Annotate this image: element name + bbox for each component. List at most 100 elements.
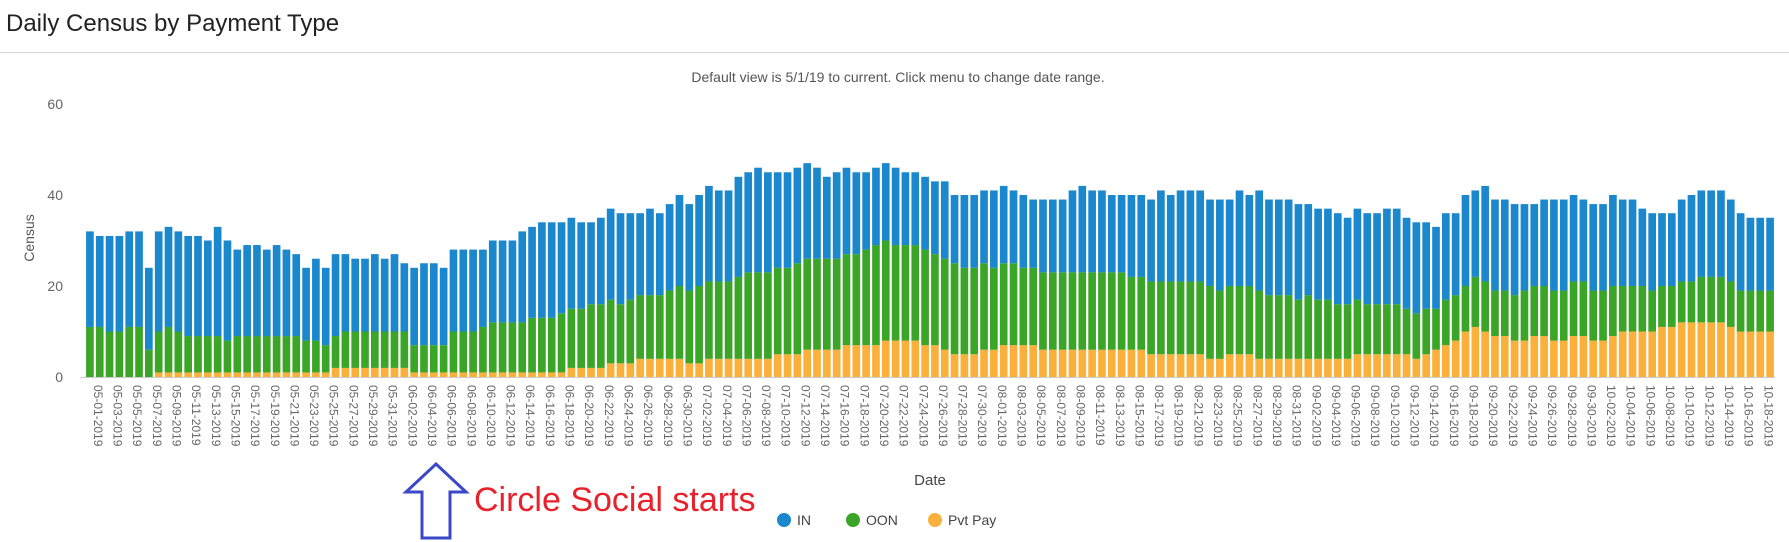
bar-segment-oon[interactable] bbox=[960, 267, 969, 355]
bar-segment-in[interactable] bbox=[213, 226, 222, 337]
bar-segment-oon[interactable] bbox=[371, 331, 379, 368]
bar-segment-in[interactable] bbox=[1559, 199, 1568, 291]
bar-segment-in[interactable] bbox=[1579, 199, 1588, 282]
bar-segment-oon[interactable] bbox=[567, 308, 576, 368]
bar-segment-oon[interactable] bbox=[1324, 299, 1332, 359]
bar-segment-pvt-pay[interactable] bbox=[1491, 336, 1499, 377]
bar-segment-pvt-pay[interactable] bbox=[1314, 358, 1322, 377]
bar-segment-in[interactable] bbox=[1078, 185, 1087, 273]
bar-segment-pvt-pay[interactable] bbox=[312, 372, 320, 377]
bar-segment-oon[interactable] bbox=[400, 331, 409, 368]
bar-segment-oon[interactable] bbox=[1402, 308, 1411, 355]
bar-segment-oon[interactable] bbox=[1471, 276, 1480, 327]
bar-segment-in[interactable] bbox=[1058, 199, 1067, 273]
bar-segment-oon[interactable] bbox=[1048, 272, 1057, 350]
bar-segment-oon[interactable] bbox=[1127, 276, 1136, 350]
bar-segment-in[interactable] bbox=[351, 258, 360, 332]
bar-segment-oon[interactable] bbox=[312, 340, 320, 373]
bar-segment-pvt-pay[interactable] bbox=[1107, 349, 1116, 377]
bar-segment-pvt-pay[interactable] bbox=[754, 358, 762, 377]
bar-segment-oon[interactable] bbox=[439, 345, 448, 373]
bar-segment-oon[interactable] bbox=[803, 258, 812, 350]
bar-segment-pvt-pay[interactable] bbox=[1756, 331, 1765, 378]
bar-segment-pvt-pay[interactable] bbox=[773, 354, 782, 377]
bar-segment-pvt-pay[interactable] bbox=[233, 372, 242, 377]
bar-segment-pvt-pay[interactable] bbox=[479, 372, 487, 377]
bar-segment-pvt-pay[interactable] bbox=[1098, 349, 1106, 377]
bar-segment-in[interactable] bbox=[1717, 190, 1725, 277]
bar-segment-in[interactable] bbox=[243, 245, 251, 337]
bar-segment-pvt-pay[interactable] bbox=[1697, 322, 1706, 377]
bar-segment-pvt-pay[interactable] bbox=[1029, 345, 1037, 377]
bar-segment-in[interactable] bbox=[1216, 199, 1224, 291]
bar-segment-in[interactable] bbox=[145, 267, 153, 350]
bar-segment-in[interactable] bbox=[184, 235, 192, 337]
bar-segment-oon[interactable] bbox=[1216, 290, 1224, 359]
bar-segment-oon[interactable] bbox=[626, 299, 635, 364]
bar-segment-pvt-pay[interactable] bbox=[420, 372, 428, 377]
bar-segment-pvt-pay[interactable] bbox=[154, 372, 163, 377]
bar-segment-oon[interactable] bbox=[1481, 281, 1489, 332]
bar-segment-pvt-pay[interactable] bbox=[1294, 358, 1303, 377]
bar-segment-pvt-pay[interactable] bbox=[1392, 354, 1401, 377]
bar-segment-pvt-pay[interactable] bbox=[1284, 358, 1293, 377]
bar-segment-in[interactable] bbox=[764, 172, 772, 273]
bar-segment-oon[interactable] bbox=[832, 258, 841, 350]
bar-segment-in[interactable] bbox=[813, 167, 821, 259]
bar-segment-pvt-pay[interactable] bbox=[744, 358, 753, 377]
bar-segment-pvt-pay[interactable] bbox=[272, 372, 281, 377]
bar-segment-in[interactable] bbox=[852, 172, 861, 255]
bar-segment-pvt-pay[interactable] bbox=[1068, 349, 1077, 377]
bar-segment-in[interactable] bbox=[823, 176, 831, 259]
bar-segment-pvt-pay[interactable] bbox=[292, 372, 301, 377]
bar-segment-in[interactable] bbox=[921, 176, 929, 250]
bar-segment-pvt-pay[interactable] bbox=[1432, 349, 1440, 377]
bar-segment-oon[interactable] bbox=[1589, 290, 1598, 341]
bar-segment-in[interactable] bbox=[1461, 195, 1470, 286]
bar-segment-in[interactable] bbox=[479, 249, 487, 327]
bar-segment-pvt-pay[interactable] bbox=[1216, 358, 1224, 377]
bar-segment-in[interactable] bbox=[1471, 190, 1480, 277]
bar-segment-in[interactable] bbox=[1599, 204, 1607, 291]
bar-segment-in[interactable] bbox=[1540, 199, 1548, 286]
bar-segment-pvt-pay[interactable] bbox=[1058, 349, 1067, 377]
bar-segment-oon[interactable] bbox=[243, 336, 251, 373]
bar-segment-oon[interactable] bbox=[950, 263, 959, 355]
bar-segment-oon[interactable] bbox=[1176, 281, 1185, 355]
bar-segment-in[interactable] bbox=[587, 222, 595, 305]
bar-segment-pvt-pay[interactable] bbox=[488, 372, 497, 377]
bar-segment-in[interactable] bbox=[1353, 208, 1362, 300]
bar-segment-pvt-pay[interactable] bbox=[626, 363, 635, 377]
bar-segment-pvt-pay[interactable] bbox=[184, 372, 192, 377]
bar-segment-in[interactable] bbox=[282, 249, 291, 337]
bar-segment-oon[interactable] bbox=[1147, 281, 1155, 355]
bar-segment-in[interactable] bbox=[1324, 208, 1332, 300]
bar-segment-in[interactable] bbox=[616, 213, 625, 305]
bar-segment-oon[interactable] bbox=[292, 336, 301, 373]
bar-segment-in[interactable] bbox=[1451, 213, 1460, 296]
bar-segment-oon[interactable] bbox=[1432, 308, 1440, 350]
bar-segment-oon[interactable] bbox=[1186, 281, 1195, 355]
bar-segment-in[interactable] bbox=[1088, 190, 1096, 273]
bar-segment-oon[interactable] bbox=[1117, 272, 1126, 350]
bar-segment-in[interactable] bbox=[754, 167, 762, 273]
bar-segment-oon[interactable] bbox=[321, 345, 330, 373]
bar-segment-pvt-pay[interactable] bbox=[990, 349, 998, 377]
bar-segment-oon[interactable] bbox=[606, 299, 615, 364]
bar-segment-in[interactable] bbox=[1520, 204, 1529, 291]
bar-segment-in[interactable] bbox=[1048, 199, 1057, 273]
bar-segment-oon[interactable] bbox=[754, 272, 762, 359]
bar-segment-in[interactable] bbox=[1707, 190, 1715, 277]
bar-segment-pvt-pay[interactable] bbox=[508, 372, 517, 377]
bar-segment-pvt-pay[interactable] bbox=[646, 358, 654, 377]
bar-segment-pvt-pay[interactable] bbox=[1451, 340, 1460, 377]
bar-segment-pvt-pay[interactable] bbox=[1510, 340, 1519, 377]
bar-segment-in[interactable] bbox=[194, 235, 202, 337]
bar-segment-pvt-pay[interactable] bbox=[429, 372, 438, 377]
bar-segment-in[interactable] bbox=[1225, 199, 1234, 286]
bar-segment-in[interactable] bbox=[990, 190, 998, 268]
bar-segment-oon[interactable] bbox=[1618, 286, 1627, 332]
bar-segment-pvt-pay[interactable] bbox=[1599, 340, 1607, 377]
bar-segment-oon[interactable] bbox=[420, 345, 428, 373]
bar-segment-oon[interactable] bbox=[1579, 281, 1588, 337]
